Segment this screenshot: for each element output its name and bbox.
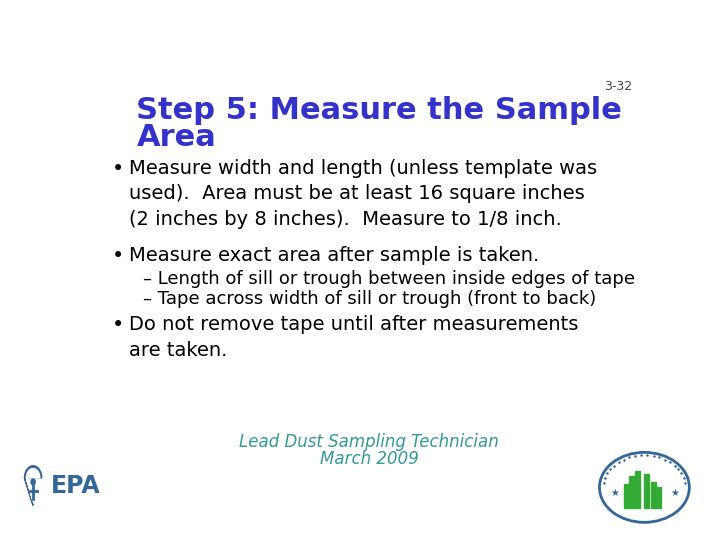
Text: Step 5: Measure the Sample: Step 5: Measure the Sample — [137, 96, 622, 125]
Text: •: • — [112, 246, 124, 266]
Bar — [657, 487, 661, 508]
Polygon shape — [24, 466, 42, 505]
Bar — [624, 484, 629, 508]
Bar — [635, 471, 639, 508]
Text: Measure width and length (unless template was
used).  Area must be at least 16 s: Measure width and length (unless templat… — [129, 159, 597, 230]
Bar — [629, 476, 634, 508]
Bar — [651, 482, 656, 508]
Text: Measure exact area after sample is taken.: Measure exact area after sample is taken… — [129, 246, 539, 265]
Text: •: • — [112, 315, 124, 335]
Text: Lead Dust Sampling Technician: Lead Dust Sampling Technician — [239, 433, 499, 451]
Text: •: • — [112, 159, 124, 179]
Text: – Length of sill or trough between inside edges of tape: – Length of sill or trough between insid… — [143, 271, 635, 288]
Text: EPA: EPA — [50, 474, 100, 498]
Bar — [644, 474, 649, 508]
Circle shape — [31, 479, 35, 485]
Text: Do not remove tape until after measurements
are taken.: Do not remove tape until after measureme… — [129, 315, 578, 360]
Polygon shape — [27, 469, 40, 501]
Text: 3-32: 3-32 — [604, 80, 632, 93]
Text: March 2009: March 2009 — [320, 450, 418, 468]
Text: – Tape across width of sill or trough (front to back): – Tape across width of sill or trough (f… — [143, 291, 596, 308]
Text: ★: ★ — [610, 488, 618, 498]
Text: ★: ★ — [670, 488, 679, 498]
Text: Area: Area — [137, 123, 216, 152]
